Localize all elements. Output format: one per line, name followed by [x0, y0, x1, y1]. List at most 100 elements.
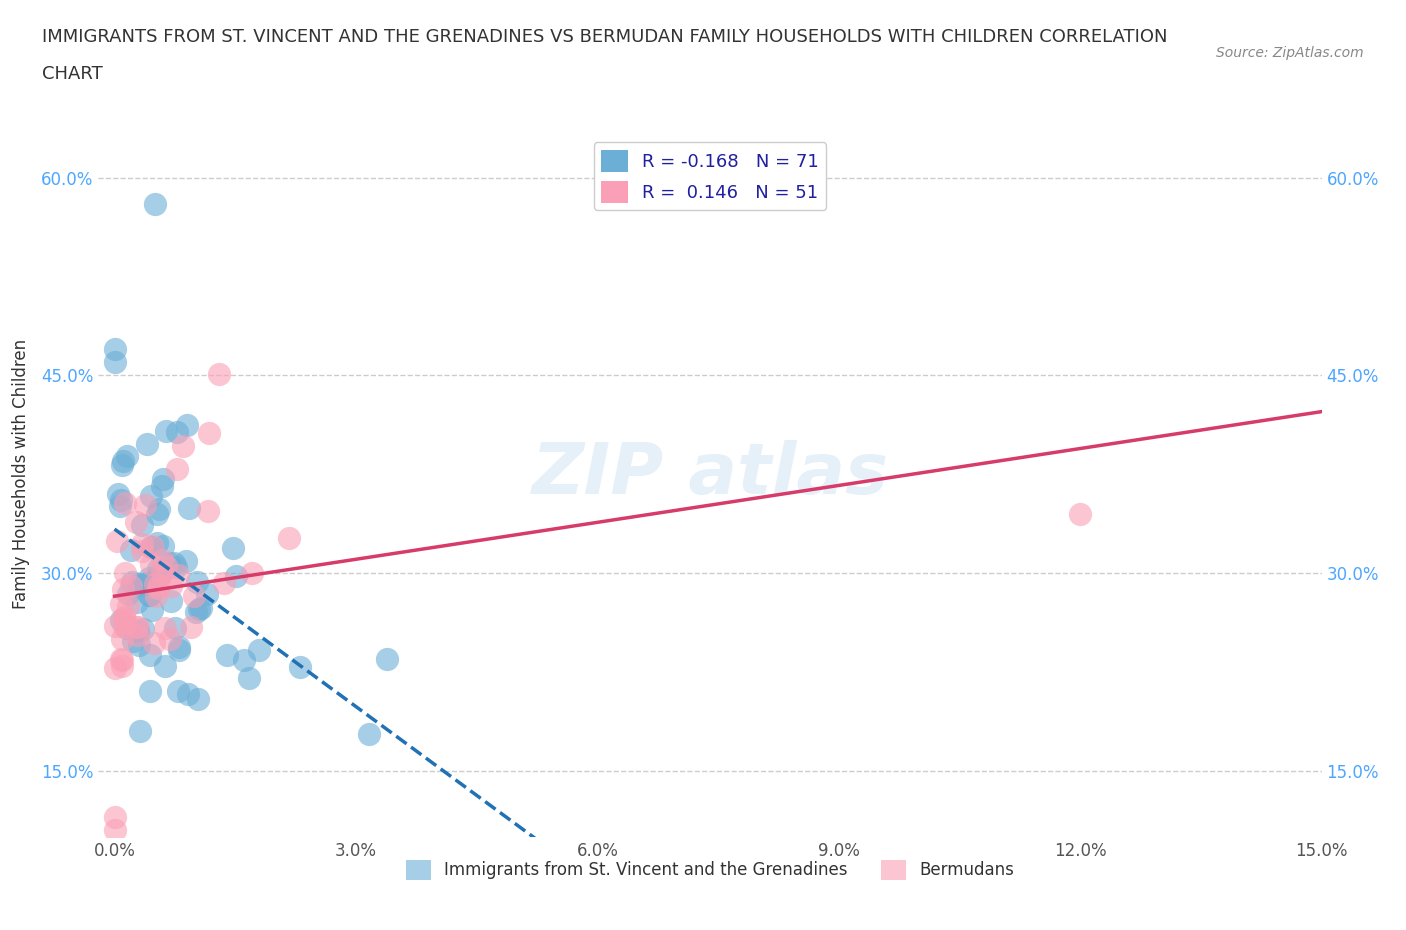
Immigrants from St. Vincent and the Grenadines [186, 604, 208, 619]
Immigrants from St. Vincent and the Grenadines [166, 425, 188, 440]
Immigrants from St. Vincent and the Grenadines [127, 624, 149, 639]
Bermudans [117, 599, 139, 614]
Bermudans [111, 631, 134, 646]
Bermudans [212, 576, 235, 591]
Immigrants from St. Vincent and the Grenadines [148, 562, 170, 577]
Immigrants from St. Vincent and the Grenadines [120, 542, 142, 557]
Immigrants from St. Vincent and the Grenadines [217, 648, 239, 663]
Immigrants from St. Vincent and the Grenadines [375, 651, 398, 666]
Bermudans [148, 578, 170, 592]
Bermudans [112, 620, 135, 635]
Text: Source: ZipAtlas.com: Source: ZipAtlas.com [1216, 46, 1364, 60]
Text: IMMIGRANTS FROM ST. VINCENT AND THE GRENADINES VS BERMUDAN FAMILY HOUSEHOLDS WIT: IMMIGRANTS FROM ST. VINCENT AND THE GREN… [42, 28, 1167, 46]
Bermudans [1069, 507, 1091, 522]
Immigrants from St. Vincent and the Grenadines [131, 578, 153, 592]
Immigrants from St. Vincent and the Grenadines [152, 538, 174, 553]
Bermudans [105, 534, 128, 549]
Immigrants from St. Vincent and the Grenadines [131, 518, 153, 533]
Bermudans [104, 660, 127, 675]
Immigrants from St. Vincent and the Grenadines [139, 588, 162, 603]
Bermudans [155, 559, 177, 574]
Immigrants from St. Vincent and the Grenadines [115, 620, 138, 635]
Immigrants from St. Vincent and the Grenadines [145, 536, 167, 551]
Immigrants from St. Vincent and the Grenadines [128, 724, 150, 738]
Immigrants from St. Vincent and the Grenadines [139, 488, 162, 503]
Legend: Immigrants from St. Vincent and the Grenadines, Bermudans: Immigrants from St. Vincent and the Gren… [399, 853, 1021, 886]
Bermudans [112, 611, 135, 626]
Immigrants from St. Vincent and the Grenadines [141, 603, 163, 618]
Immigrants from St. Vincent and the Grenadines [165, 620, 187, 635]
Bermudans [240, 565, 263, 580]
Immigrants from St. Vincent and the Grenadines [117, 448, 139, 463]
Immigrants from St. Vincent and the Grenadines [121, 575, 143, 590]
Bermudans [146, 580, 169, 595]
Immigrants from St. Vincent and the Grenadines [138, 588, 160, 603]
Immigrants from St. Vincent and the Grenadines [139, 539, 162, 554]
Bermudans [111, 581, 134, 596]
Immigrants from St. Vincent and the Grenadines [160, 593, 183, 608]
Bermudans [104, 618, 127, 633]
Immigrants from St. Vincent and the Grenadines [176, 418, 198, 432]
Bermudans [125, 514, 148, 529]
Bermudans [111, 658, 134, 673]
Immigrants from St. Vincent and the Grenadines [132, 621, 155, 636]
Bermudans [125, 627, 148, 642]
Bermudans [110, 651, 132, 666]
Bermudans [159, 578, 181, 593]
Immigrants from St. Vincent and the Grenadines [290, 659, 312, 674]
Bermudans [150, 565, 173, 579]
Immigrants from St. Vincent and the Grenadines [111, 458, 134, 472]
Immigrants from St. Vincent and the Grenadines [111, 453, 134, 468]
Immigrants from St. Vincent and the Grenadines [110, 613, 132, 628]
Bermudans [145, 589, 167, 604]
Immigrants from St. Vincent and the Grenadines [238, 671, 260, 685]
Bermudans [112, 609, 135, 624]
Immigrants from St. Vincent and the Grenadines [187, 602, 209, 617]
Immigrants from St. Vincent and the Grenadines [125, 594, 148, 609]
Immigrants from St. Vincent and the Grenadines [103, 341, 125, 356]
Immigrants from St. Vincent and the Grenadines [177, 687, 200, 702]
Immigrants from St. Vincent and the Grenadines [247, 643, 270, 658]
Immigrants from St. Vincent and the Grenadines [149, 567, 172, 582]
Immigrants from St. Vincent and the Grenadines [190, 601, 212, 616]
Immigrants from St. Vincent and the Grenadines [166, 684, 188, 698]
Bermudans [278, 530, 301, 545]
Bermudans [141, 557, 163, 572]
Bermudans [150, 552, 173, 567]
Bermudans [172, 438, 194, 453]
Immigrants from St. Vincent and the Grenadines [128, 638, 150, 653]
Bermudans [143, 576, 166, 591]
Immigrants from St. Vincent and the Grenadines [108, 498, 131, 513]
Text: ZIP atlas: ZIP atlas [531, 440, 889, 509]
Bermudans [110, 597, 132, 612]
Bermudans [153, 620, 176, 635]
Immigrants from St. Vincent and the Grenadines [110, 493, 132, 508]
Immigrants from St. Vincent and the Grenadines [163, 555, 186, 570]
Bermudans [127, 619, 149, 634]
Immigrants from St. Vincent and the Grenadines [138, 570, 160, 585]
Immigrants from St. Vincent and the Grenadines [128, 577, 150, 591]
Immigrants from St. Vincent and the Grenadines [222, 540, 245, 555]
Immigrants from St. Vincent and the Grenadines [186, 691, 208, 706]
Immigrants from St. Vincent and the Grenadines [186, 575, 208, 590]
Immigrants from St. Vincent and the Grenadines [167, 640, 190, 655]
Immigrants from St. Vincent and the Grenadines [146, 506, 169, 521]
Immigrants from St. Vincent and the Grenadines [157, 555, 180, 570]
Bermudans [197, 504, 219, 519]
Immigrants from St. Vincent and the Grenadines [136, 575, 159, 590]
Immigrants from St. Vincent and the Grenadines [122, 633, 145, 648]
Bermudans [159, 631, 181, 646]
Immigrants from St. Vincent and the Grenadines [177, 500, 200, 515]
Bermudans [166, 462, 188, 477]
Immigrants from St. Vincent and the Grenadines [143, 196, 166, 211]
Bermudans [131, 543, 153, 558]
Immigrants from St. Vincent and the Grenadines [155, 658, 177, 673]
Immigrants from St. Vincent and the Grenadines [225, 568, 247, 583]
Bermudans [103, 810, 125, 825]
Immigrants from St. Vincent and the Grenadines [165, 560, 187, 575]
Bermudans [166, 567, 188, 582]
Immigrants from St. Vincent and the Grenadines [169, 643, 191, 658]
Text: CHART: CHART [42, 65, 103, 83]
Bermudans [131, 537, 153, 551]
Immigrants from St. Vincent and the Grenadines [150, 478, 173, 493]
